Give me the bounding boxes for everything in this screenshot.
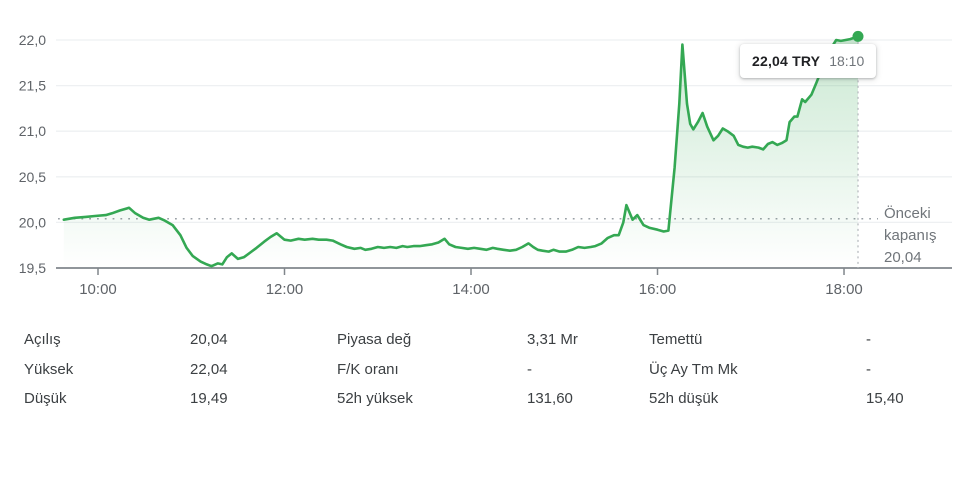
- stat-row-open: Açılış 20,04: [24, 326, 324, 353]
- stat-row-pe-ratio: F/K oranı -: [337, 356, 637, 383]
- stat-label: F/K oranı: [337, 360, 399, 378]
- stats-column-2: Piyasa değ 3,31 Mr F/K oranı - 52h yükse…: [337, 326, 637, 415]
- x-tick-label: 14:00: [452, 281, 490, 298]
- stats-table: Açılış 20,04 Yüksek 22,04 Düşük 19,49 Pi…: [0, 326, 960, 436]
- price-tooltip: 22,04 TRY 18:10: [740, 44, 877, 78]
- price-chart[interactable]: 19,5 20,0 20,5 21,0 21,5 22,0 10:00 12:00 14:00 1…: [0, 0, 960, 312]
- x-tick-label: 12:00: [266, 281, 304, 298]
- stats-column-3: Temettü - Üç Ay Tm Mk - 52h düşük 15,40: [649, 326, 949, 415]
- x-tick-label: 16:00: [639, 281, 677, 298]
- stats-column-1: Açılış 20,04 Yüksek 22,04 Düşük 19,49: [24, 326, 324, 415]
- stat-row-52w-low: 52h düşük 15,40: [649, 385, 949, 412]
- x-tick-label: 10:00: [79, 281, 117, 298]
- stat-label: Piyasa değ: [337, 331, 412, 348]
- previous-close-word2: kapanış: [884, 227, 937, 244]
- tooltip-price: 22,04 TRY: [752, 53, 821, 69]
- stat-label: Yüksek: [24, 360, 74, 378]
- stat-value: 3,31 Mr: [527, 331, 578, 348]
- previous-close-value: 20,04: [884, 249, 922, 266]
- tooltip-time: 18:10: [829, 53, 865, 69]
- stat-row-market-cap: Piyasa değ 3,31 Mr: [337, 326, 637, 353]
- previous-close-label: Önceki kapanış 20,04: [884, 203, 937, 269]
- stat-label: 52h düşük: [649, 390, 719, 407]
- last-price-dot: [852, 30, 864, 42]
- previous-close-word1: Önceki: [884, 205, 931, 222]
- stat-value: 15,40: [866, 390, 904, 407]
- price-area-fill: [63, 36, 859, 269]
- stat-label: Açılış: [24, 331, 61, 348]
- stat-row-quarterly: Üç Ay Tm Mk -: [649, 356, 949, 383]
- y-tick-label: 22,0: [19, 32, 46, 48]
- y-tick-label: 20,0: [19, 214, 46, 230]
- y-tick-label: 21,0: [19, 123, 46, 139]
- stat-label: Düşük: [24, 390, 67, 407]
- stat-row-high: Yüksek 22,04: [24, 356, 324, 383]
- x-tick-label: 18:00: [825, 281, 863, 298]
- stat-row-low: Düşük 19,49: [24, 385, 324, 412]
- y-tick-label: 19,5: [19, 260, 46, 276]
- stat-row-52w-high: 52h yüksek 131,60: [337, 385, 637, 412]
- stat-value: 19,49: [190, 390, 228, 407]
- stat-value: -: [866, 360, 871, 378]
- stat-value: 22,04: [190, 360, 228, 378]
- stat-value: 131,60: [527, 390, 573, 407]
- stat-row-dividend: Temettü -: [649, 326, 949, 353]
- price-line: [62, 35, 860, 268]
- stat-value: -: [866, 331, 871, 348]
- stat-value: -: [527, 360, 532, 378]
- stat-label: Temettü: [649, 331, 703, 348]
- stat-label: Üç Ay Tm Mk: [649, 360, 738, 378]
- y-tick-label: 21,5: [19, 78, 46, 94]
- stat-value: 20,04: [190, 331, 228, 348]
- chart-canvas[interactable]: 19,5 20,0 20,5 21,0 21,5 22,0 10:00 12:00 14:00 1…: [0, 0, 960, 312]
- y-tick-label: 20,5: [19, 169, 46, 185]
- stat-label: 52h yüksek: [337, 390, 413, 407]
